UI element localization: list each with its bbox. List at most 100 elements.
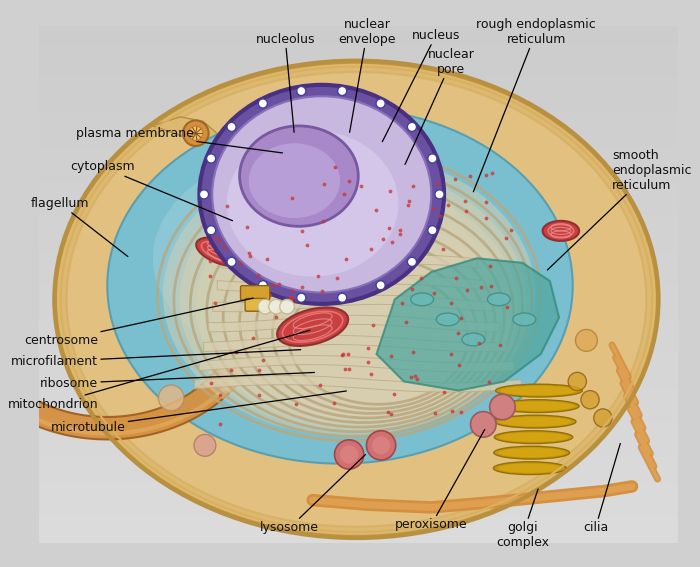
Bar (38, 500, 678, 509)
Circle shape (206, 226, 216, 235)
Circle shape (428, 154, 437, 163)
Circle shape (376, 281, 385, 290)
Ellipse shape (245, 230, 490, 414)
Text: golgi
complex: golgi complex (496, 489, 549, 549)
Bar (38, 414, 678, 422)
Bar (38, 302, 678, 310)
Circle shape (340, 445, 358, 464)
Bar (38, 474, 678, 483)
Bar (38, 405, 678, 414)
Bar (38, 327, 678, 336)
Circle shape (280, 299, 295, 314)
Circle shape (470, 412, 496, 437)
Ellipse shape (248, 143, 340, 218)
Ellipse shape (153, 149, 472, 368)
Bar (38, 319, 678, 327)
Text: nucleus: nucleus (382, 29, 460, 142)
Bar (38, 34, 678, 43)
Bar (38, 189, 678, 198)
Ellipse shape (462, 333, 484, 346)
Circle shape (258, 281, 267, 290)
Bar (38, 345, 678, 353)
Bar (38, 60, 678, 69)
Circle shape (337, 86, 346, 96)
Ellipse shape (494, 462, 566, 475)
Bar (38, 103, 678, 112)
Ellipse shape (277, 307, 348, 346)
Polygon shape (0, 270, 267, 439)
Ellipse shape (500, 386, 578, 395)
Bar (38, 215, 678, 224)
Bar (38, 517, 678, 526)
Circle shape (594, 409, 612, 427)
Circle shape (297, 86, 306, 96)
Ellipse shape (107, 108, 573, 464)
Ellipse shape (295, 277, 462, 400)
Circle shape (407, 122, 416, 132)
Text: nucleolus: nucleolus (256, 33, 315, 132)
Text: nuclear
envelope: nuclear envelope (339, 18, 396, 132)
Bar (38, 448, 678, 457)
Circle shape (435, 190, 444, 199)
Bar (38, 198, 678, 206)
Text: peroxisome: peroxisome (395, 430, 484, 531)
Circle shape (490, 394, 515, 420)
Bar (38, 206, 678, 215)
Text: lysosome: lysosome (260, 455, 365, 534)
Ellipse shape (163, 153, 536, 437)
Text: ribosome: ribosome (40, 373, 314, 390)
Circle shape (367, 431, 395, 460)
Text: microfilament: microfilament (11, 350, 301, 368)
Ellipse shape (262, 246, 481, 409)
Bar (38, 172, 678, 181)
Circle shape (227, 122, 236, 132)
Bar (38, 457, 678, 466)
Bar (38, 336, 678, 345)
Bar (38, 120, 678, 129)
Bar (38, 52, 678, 60)
Bar (38, 129, 678, 138)
Ellipse shape (498, 464, 562, 473)
Ellipse shape (411, 293, 433, 306)
Bar (38, 26, 678, 34)
Bar (38, 509, 678, 517)
Ellipse shape (212, 96, 431, 293)
Bar (38, 293, 678, 302)
Text: flagellum: flagellum (31, 197, 128, 256)
Ellipse shape (494, 446, 570, 459)
FancyBboxPatch shape (245, 298, 267, 311)
Circle shape (258, 99, 267, 108)
Bar (38, 362, 678, 370)
Bar (38, 155, 678, 163)
Bar (38, 232, 678, 241)
Circle shape (269, 299, 284, 314)
Bar (38, 138, 678, 146)
Ellipse shape (495, 415, 576, 428)
Circle shape (376, 99, 385, 108)
Circle shape (206, 154, 216, 163)
Circle shape (407, 257, 416, 266)
Text: plasma membrane: plasma membrane (76, 126, 283, 153)
Circle shape (297, 293, 306, 302)
Circle shape (227, 257, 236, 266)
Ellipse shape (179, 168, 526, 432)
Bar (38, 95, 678, 103)
Bar (38, 284, 678, 293)
Bar (38, 379, 678, 388)
Bar (38, 491, 678, 500)
Bar (38, 181, 678, 189)
Circle shape (372, 436, 390, 455)
Bar (38, 431, 678, 439)
Bar (38, 534, 678, 543)
Ellipse shape (498, 448, 565, 457)
Circle shape (428, 226, 437, 235)
Circle shape (337, 293, 346, 302)
Bar (38, 259, 678, 267)
Ellipse shape (495, 400, 579, 413)
Circle shape (258, 299, 272, 314)
Bar (38, 388, 678, 396)
Bar (38, 163, 678, 172)
Bar (38, 267, 678, 276)
Bar (38, 112, 678, 120)
Circle shape (568, 373, 587, 391)
